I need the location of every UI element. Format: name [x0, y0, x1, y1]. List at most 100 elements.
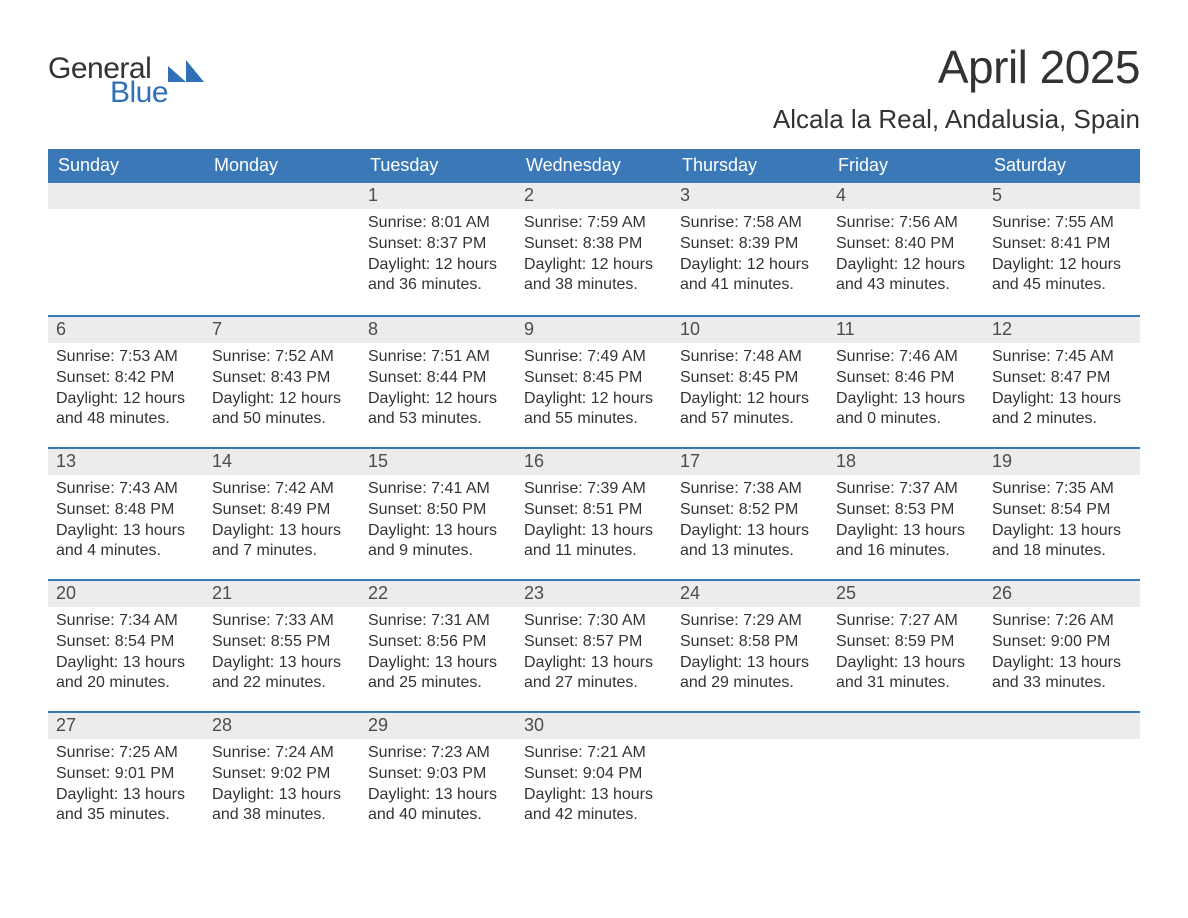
- week-row: 6Sunrise: 7:53 AMSunset: 8:42 PMDaylight…: [48, 315, 1140, 447]
- sunrise-line: Sunrise: 7:29 AM: [680, 611, 820, 632]
- day-body: Sunrise: 7:34 AMSunset: 8:54 PMDaylight:…: [48, 607, 204, 694]
- day-number: 25: [828, 581, 984, 607]
- sunset-line: Sunset: 8:55 PM: [212, 632, 352, 653]
- sunset-line: Sunset: 8:50 PM: [368, 500, 508, 521]
- day-cell: 10Sunrise: 7:48 AMSunset: 8:45 PMDayligh…: [672, 317, 828, 447]
- day-number: 3: [672, 183, 828, 209]
- daylight-line-1: Daylight: 13 hours: [56, 785, 196, 806]
- day-number: 1: [360, 183, 516, 209]
- sunset-line: Sunset: 8:52 PM: [680, 500, 820, 521]
- sunset-line: Sunset: 8:48 PM: [56, 500, 196, 521]
- logo-mark-icon: [168, 60, 204, 87]
- day-number: 4: [828, 183, 984, 209]
- daylight-line-1: Daylight: 13 hours: [836, 389, 976, 410]
- day-number: 11: [828, 317, 984, 343]
- day-cell: 7Sunrise: 7:52 AMSunset: 8:43 PMDaylight…: [204, 317, 360, 447]
- day-body: Sunrise: 7:25 AMSunset: 9:01 PMDaylight:…: [48, 739, 204, 826]
- day-number: 19: [984, 449, 1140, 475]
- day-cell: 20Sunrise: 7:34 AMSunset: 8:54 PMDayligh…: [48, 581, 204, 711]
- day-of-week-header: Sunday Monday Tuesday Wednesday Thursday…: [48, 149, 1140, 183]
- day-cell: [48, 183, 204, 315]
- day-number: 27: [48, 713, 204, 739]
- day-cell: [984, 713, 1140, 843]
- daylight-line-2: and 4 minutes.: [56, 541, 196, 562]
- sunset-line: Sunset: 8:57 PM: [524, 632, 664, 653]
- daylight-line-2: and 43 minutes.: [836, 275, 976, 296]
- day-body: Sunrise: 7:49 AMSunset: 8:45 PMDaylight:…: [516, 343, 672, 430]
- day-cell: 22Sunrise: 7:31 AMSunset: 8:56 PMDayligh…: [360, 581, 516, 711]
- daylight-line-2: and 55 minutes.: [524, 409, 664, 430]
- sunset-line: Sunset: 8:45 PM: [680, 368, 820, 389]
- sunset-line: Sunset: 8:44 PM: [368, 368, 508, 389]
- day-number: 10: [672, 317, 828, 343]
- day-body: Sunrise: 7:29 AMSunset: 8:58 PMDaylight:…: [672, 607, 828, 694]
- day-body: Sunrise: 7:46 AMSunset: 8:46 PMDaylight:…: [828, 343, 984, 430]
- sunrise-line: Sunrise: 7:26 AM: [992, 611, 1132, 632]
- daylight-line-2: and 9 minutes.: [368, 541, 508, 562]
- day-number: 22: [360, 581, 516, 607]
- daylight-line-2: and 36 minutes.: [368, 275, 508, 296]
- sunset-line: Sunset: 9:01 PM: [56, 764, 196, 785]
- daylight-line-2: and 11 minutes.: [524, 541, 664, 562]
- day-cell: 8Sunrise: 7:51 AMSunset: 8:44 PMDaylight…: [360, 317, 516, 447]
- sunrise-line: Sunrise: 7:23 AM: [368, 743, 508, 764]
- day-cell: 24Sunrise: 7:29 AMSunset: 8:58 PMDayligh…: [672, 581, 828, 711]
- day-body: Sunrise: 7:23 AMSunset: 9:03 PMDaylight:…: [360, 739, 516, 826]
- sunrise-line: Sunrise: 7:43 AM: [56, 479, 196, 500]
- day-cell: 15Sunrise: 7:41 AMSunset: 8:50 PMDayligh…: [360, 449, 516, 579]
- sunrise-line: Sunrise: 7:45 AM: [992, 347, 1132, 368]
- daylight-line-2: and 13 minutes.: [680, 541, 820, 562]
- day-body: Sunrise: 7:45 AMSunset: 8:47 PMDaylight:…: [984, 343, 1140, 430]
- day-number: 15: [360, 449, 516, 475]
- day-number: 12: [984, 317, 1140, 343]
- daylight-line-1: Daylight: 12 hours: [56, 389, 196, 410]
- sunrise-line: Sunrise: 7:38 AM: [680, 479, 820, 500]
- day-cell: 23Sunrise: 7:30 AMSunset: 8:57 PMDayligh…: [516, 581, 672, 711]
- day-number: 29: [360, 713, 516, 739]
- sunset-line: Sunset: 9:02 PM: [212, 764, 352, 785]
- daylight-line-2: and 29 minutes.: [680, 673, 820, 694]
- sunrise-line: Sunrise: 7:24 AM: [212, 743, 352, 764]
- daylight-line-2: and 33 minutes.: [992, 673, 1132, 694]
- daylight-line-1: Daylight: 13 hours: [992, 389, 1132, 410]
- daylight-line-1: Daylight: 12 hours: [524, 255, 664, 276]
- daylight-line-1: Daylight: 13 hours: [368, 653, 508, 674]
- sunset-line: Sunset: 8:40 PM: [836, 234, 976, 255]
- logo: General Blue: [48, 54, 204, 108]
- sunrise-line: Sunrise: 7:58 AM: [680, 213, 820, 234]
- daylight-line-2: and 48 minutes.: [56, 409, 196, 430]
- day-body: Sunrise: 7:51 AMSunset: 8:44 PMDaylight:…: [360, 343, 516, 430]
- daylight-line-2: and 18 minutes.: [992, 541, 1132, 562]
- sunset-line: Sunset: 8:41 PM: [992, 234, 1132, 255]
- week-row: 1Sunrise: 8:01 AMSunset: 8:37 PMDaylight…: [48, 183, 1140, 315]
- daylight-line-1: Daylight: 13 hours: [836, 653, 976, 674]
- sunset-line: Sunset: 9:00 PM: [992, 632, 1132, 653]
- sunset-line: Sunset: 8:47 PM: [992, 368, 1132, 389]
- day-number: 5: [984, 183, 1140, 209]
- daylight-line-1: Daylight: 12 hours: [992, 255, 1132, 276]
- sunset-line: Sunset: 8:38 PM: [524, 234, 664, 255]
- day-cell: 2Sunrise: 7:59 AMSunset: 8:38 PMDaylight…: [516, 183, 672, 315]
- day-cell: 1Sunrise: 8:01 AMSunset: 8:37 PMDaylight…: [360, 183, 516, 315]
- sunset-line: Sunset: 8:45 PM: [524, 368, 664, 389]
- daylight-line-1: Daylight: 13 hours: [992, 521, 1132, 542]
- day-cell: 27Sunrise: 7:25 AMSunset: 9:01 PMDayligh…: [48, 713, 204, 843]
- sunrise-line: Sunrise: 7:41 AM: [368, 479, 508, 500]
- day-cell: [828, 713, 984, 843]
- daylight-line-1: Daylight: 13 hours: [212, 653, 352, 674]
- week-row: 27Sunrise: 7:25 AMSunset: 9:01 PMDayligh…: [48, 711, 1140, 843]
- daylight-line-2: and 57 minutes.: [680, 409, 820, 430]
- day-cell: 4Sunrise: 7:56 AMSunset: 8:40 PMDaylight…: [828, 183, 984, 315]
- day-number-blank: [672, 713, 828, 739]
- day-number-blank: [984, 713, 1140, 739]
- daylight-line-2: and 27 minutes.: [524, 673, 664, 694]
- day-number-blank: [48, 183, 204, 209]
- daylight-line-2: and 22 minutes.: [212, 673, 352, 694]
- day-body: Sunrise: 7:33 AMSunset: 8:55 PMDaylight:…: [204, 607, 360, 694]
- day-body: Sunrise: 7:48 AMSunset: 8:45 PMDaylight:…: [672, 343, 828, 430]
- day-body: Sunrise: 7:52 AMSunset: 8:43 PMDaylight:…: [204, 343, 360, 430]
- daylight-line-1: Daylight: 13 hours: [212, 521, 352, 542]
- daylight-line-1: Daylight: 13 hours: [212, 785, 352, 806]
- daylight-line-2: and 40 minutes.: [368, 805, 508, 826]
- sunrise-line: Sunrise: 8:01 AM: [368, 213, 508, 234]
